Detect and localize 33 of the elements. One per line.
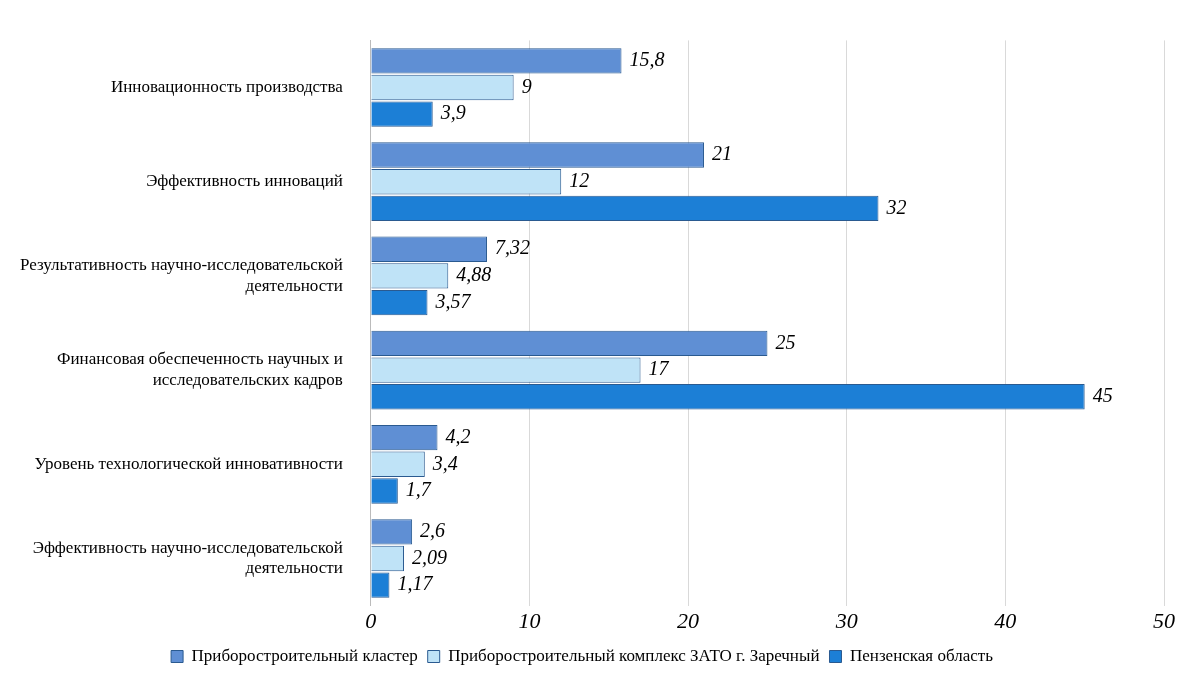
y-tick-label: Финансовая обеспеченность научных и исследовательских кадров: [57, 349, 343, 389]
x-tick-label: 20: [677, 607, 700, 633]
y-tick-label: Результативность научно-исследовательской деятельности: [19, 255, 343, 295]
x-tick-label: 50: [1153, 607, 1175, 633]
data-label: 32: [885, 195, 907, 218]
x-tick-label: 30: [834, 607, 858, 633]
data-label: 2,6: [420, 519, 446, 542]
data-label: 3,4: [431, 451, 458, 474]
data-label: 25: [775, 330, 796, 353]
data-label: 3,57: [434, 289, 472, 312]
data-label: 2,09: [412, 545, 448, 568]
data-label: 4,88: [456, 263, 492, 286]
x-tick-label: 10: [518, 607, 541, 633]
data-label: 9: [521, 74, 532, 97]
y-tick-label: Инновационность производства: [110, 76, 344, 96]
data-label: 17: [648, 357, 670, 380]
data-label: 4,2: [445, 424, 471, 447]
legend-label: Пензенская область: [849, 645, 994, 665]
data-label: 7,32: [494, 236, 530, 259]
x-tick-label: 0: [365, 607, 377, 633]
data-label: 1,7: [405, 478, 432, 501]
data-label: 21: [711, 142, 732, 165]
data-label: 15,8: [629, 48, 665, 71]
data-label: 3,9: [439, 101, 466, 124]
data-label: 1,17: [397, 572, 434, 595]
y-tick-label: Эффективность научно-исследовательской деятельности: [32, 537, 343, 578]
data-label: 12: [569, 168, 590, 191]
legend-label: Приборостроительный комплекс ЗАТО г. Заречный: [448, 645, 820, 665]
data-label: 45: [1092, 384, 1113, 407]
legend-label: Приборостроительный кластер: [191, 645, 418, 665]
x-tick-label: 40: [994, 607, 1017, 633]
y-tick-label: Эффективность инноваций: [146, 171, 343, 191]
y-tick-label: Уровень технологической инновативности: [34, 453, 343, 473]
